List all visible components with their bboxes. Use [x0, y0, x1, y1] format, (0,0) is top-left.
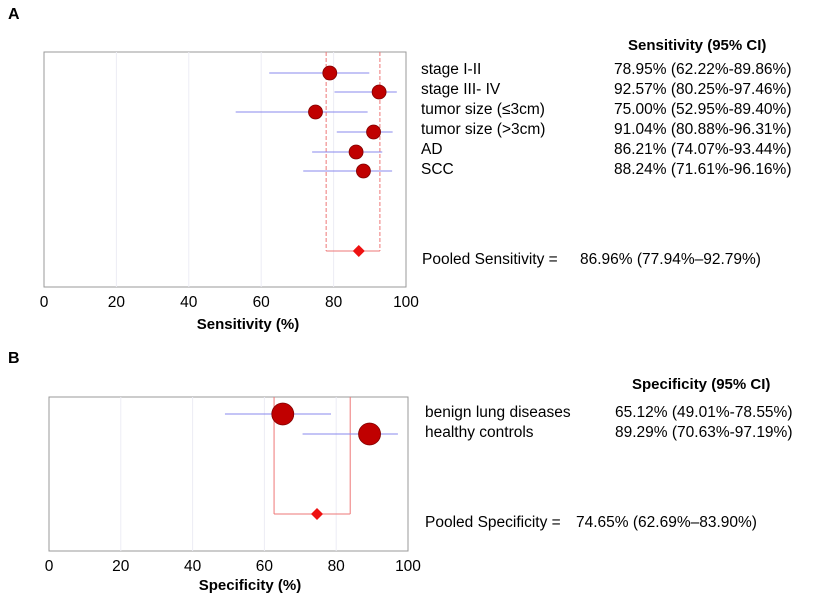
panel-a-row-4-value: 86.21% (74.07%-93.44%) [614, 141, 792, 158]
panel-a-row-0-label: stage I-II [421, 61, 482, 78]
panel-b-row-1-marker [358, 422, 381, 446]
panel-b-pooled-label: Pooled Specificity = [425, 514, 561, 531]
panel-b-xtick-60: 60 [256, 558, 274, 575]
panel-a-row-4-label: AD [421, 141, 443, 158]
panel-a-row-2-value: 75.00% (52.95%-89.40%) [614, 101, 792, 118]
panel-a-xtick-80: 80 [325, 294, 343, 311]
panel-a-pooled-diamond [352, 245, 365, 257]
panel-a-row-0-value: 78.95% (62.22%-89.86%) [614, 61, 792, 78]
panel-a-header: Sensitivity (95% CI) [628, 37, 767, 54]
panel-b-row-1-label: healthy controls [425, 424, 534, 441]
panel-a-pooled-label: Pooled Sensitivity = [422, 251, 558, 268]
panel-b-row-0-marker [271, 402, 295, 426]
panel-b-label: B [8, 350, 20, 367]
panel-a-xtick-60: 60 [253, 294, 271, 311]
panel-b-xlabel: Specificity (%) [199, 577, 302, 594]
panel-b-xtick-100: 100 [395, 558, 421, 575]
panel-b-xtick-20: 20 [112, 558, 130, 575]
panel-a-xlabel: Sensitivity (%) [197, 316, 300, 333]
panel-b-xtick-40: 40 [184, 558, 202, 575]
panel-b-pooled-value: 74.65% (62.69%–83.90%) [576, 514, 757, 531]
panel-a-row-2-marker [308, 104, 323, 120]
panel-a-xtick-0: 0 [40, 294, 49, 311]
panel-b-frame [48, 396, 409, 552]
panel-a-pooled-value: 86.96% (77.94%–92.79%) [580, 251, 761, 268]
panel-a-row-1-value: 92.57% (80.25%-97.46%) [614, 81, 792, 98]
panel-a-row-3-marker [366, 124, 381, 140]
panel-b-row-0-value: 65.12% (49.01%-78.55%) [615, 404, 793, 421]
panel-a-label: A [8, 6, 20, 23]
panel-b-row-0-label: benign lung diseases [425, 404, 571, 421]
panel-a-row-2-label: tumor size (≤3cm) [421, 101, 545, 118]
panel-b-pooled-diamond [310, 508, 323, 520]
panel-a-row-1-label: stage III- IV [421, 81, 501, 98]
panel-a-row-1-marker [371, 84, 387, 100]
panel-a-xtick-100: 100 [393, 294, 419, 311]
panel-a-row-3-label: tumor size (>3cm) [421, 121, 546, 138]
panel-a-row-4-marker [348, 144, 364, 160]
panel-b-row-1-value: 89.29% (70.63%-97.19%) [615, 424, 793, 441]
panel-b-header: Specificity (95% CI) [632, 376, 771, 393]
panel-a-frame [43, 51, 407, 288]
panel-a-xtick-40: 40 [180, 294, 198, 311]
panel-a-row-5-marker [356, 163, 371, 179]
panel-b-xtick-0: 0 [45, 558, 54, 575]
panel-a-row-0-marker [322, 65, 338, 81]
panel-a-row-5-label: SCC [421, 161, 454, 178]
panel-a-row-3-value: 91.04% (80.88%-96.31%) [614, 121, 792, 138]
panel-a-xtick-20: 20 [108, 294, 126, 311]
panel-b-xtick-80: 80 [328, 558, 346, 575]
panel-a-row-5-value: 88.24% (71.61%-96.16%) [614, 161, 792, 178]
